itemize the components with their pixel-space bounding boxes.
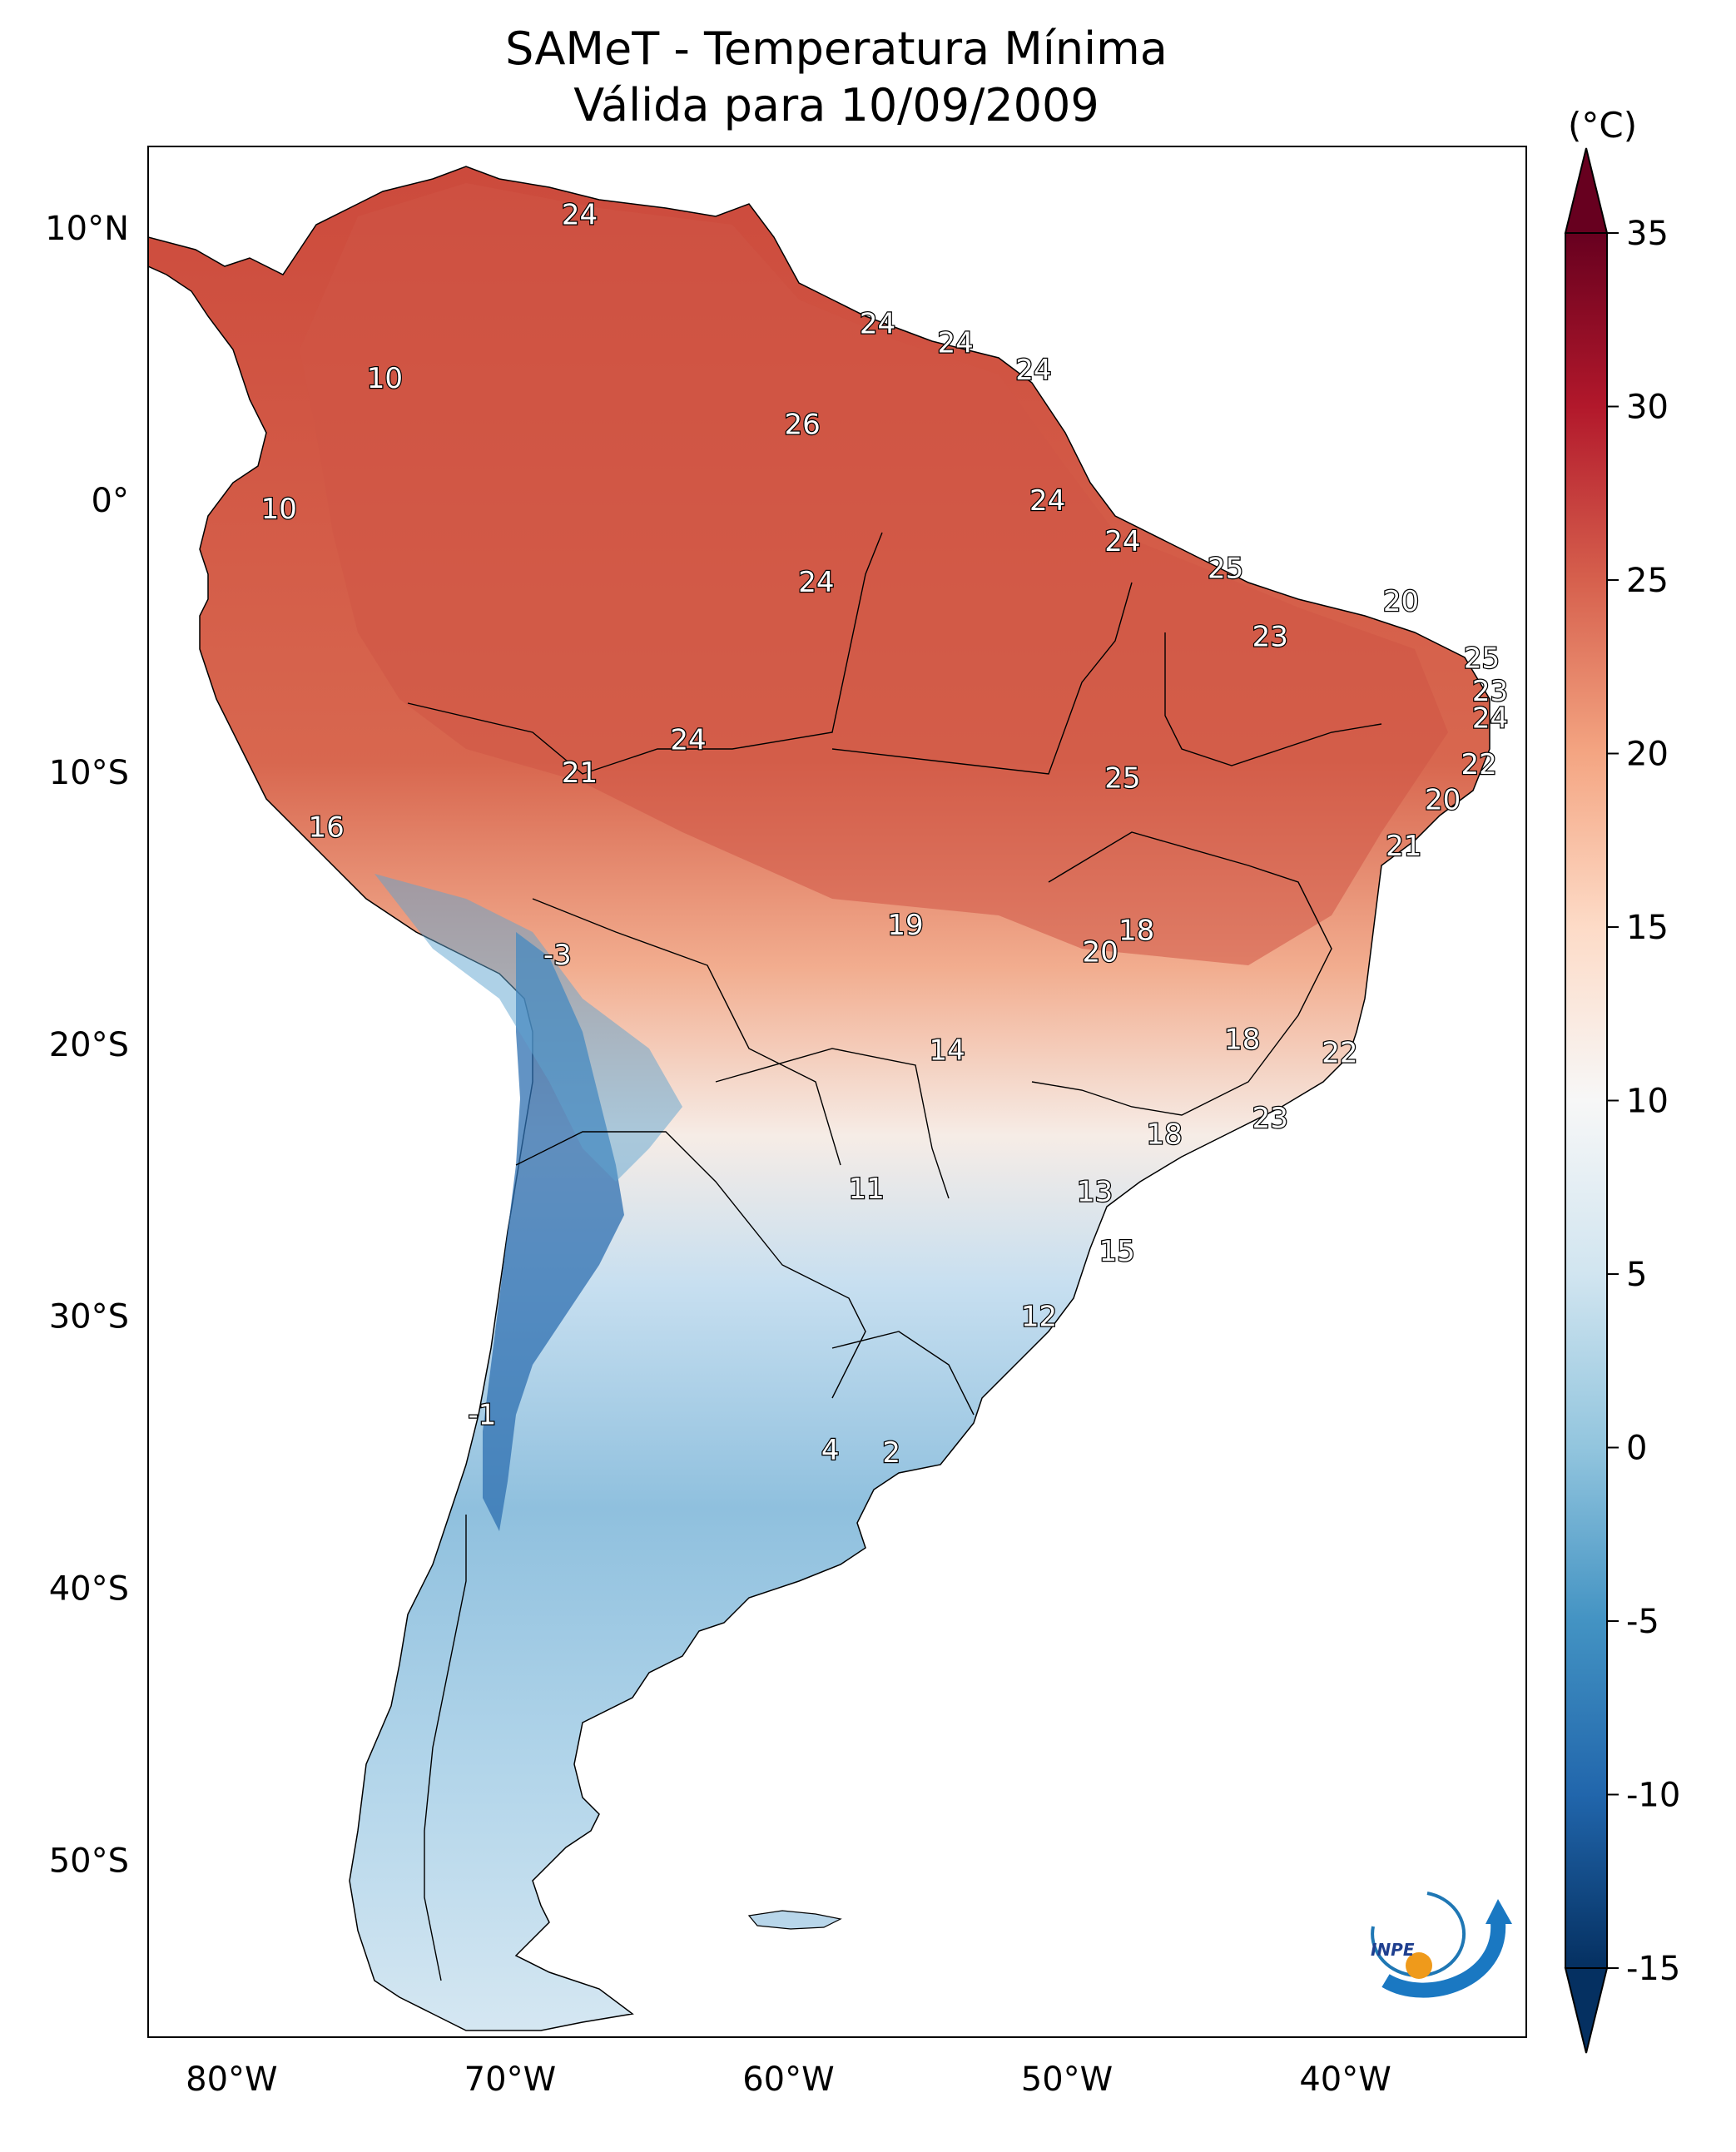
temperature-annotation: 18 (1118, 914, 1154, 947)
colorbar-top-extension (1564, 147, 1609, 234)
colorbar-tick-label: -5 (1626, 1603, 1659, 1641)
temperature-annotation: 25 (1464, 642, 1500, 676)
temperature-annotation: 23 (1252, 1102, 1288, 1135)
temperature-annotation: -1 (469, 1398, 497, 1431)
chart-title-line2: Válida para 10/09/2009 (573, 79, 1099, 131)
temperature-annotation: 19 (887, 909, 923, 942)
lat-label: 0° (92, 482, 129, 520)
colorbar: 35 30 25 20 15 10 5 0 -5 -10 -15 (°C) (1564, 105, 1680, 2054)
lon-label: 60°W (742, 2060, 834, 2099)
temperature-annotation: 20 (1425, 784, 1461, 817)
map-frame (147, 146, 1527, 2038)
temperature-annotation: 24 (1472, 702, 1508, 736)
temperature-annotation: 24 (1015, 354, 1051, 387)
colorbar-tick-label: 0 (1626, 1430, 1647, 1468)
temperature-annotation: 13 (1077, 1175, 1113, 1208)
lat-label: 40°S (49, 1570, 129, 1609)
latitude-labels: 10°N 0° 10°S 20°S 30°S 40°S 50°S (45, 210, 129, 1880)
temperature-annotation: 21 (1386, 830, 1421, 863)
longitude-labels: 80°W 70°W 60°W 50°W 40°W (186, 2060, 1391, 2099)
temperature-annotation: 21 (562, 756, 598, 790)
lat-label: 10°S (49, 754, 129, 792)
temperature-annotation: 24 (670, 724, 706, 757)
temperature-annotation: 2 (882, 1436, 900, 1470)
colorbar-ticks: 35 30 25 20 15 10 5 0 -5 -10 -15 (1607, 215, 1680, 1988)
temperature-annotation: 26 (785, 408, 821, 441)
colorbar-tick-label: -15 (1626, 1950, 1680, 1988)
country-borders (407, 532, 1382, 1981)
colorbar-tick-label: 35 (1626, 215, 1669, 253)
temperature-annotation: 12 (1021, 1301, 1057, 1334)
temperature-annotation: 16 (308, 811, 344, 844)
temperature-annotation: 24 (1104, 525, 1140, 558)
temperature-annotation: 23 (1252, 620, 1288, 653)
cold-highland-region (374, 874, 682, 1182)
lat-label: 30°S (49, 1298, 129, 1336)
lon-label: 50°W (1021, 2060, 1113, 2099)
temperature-annotation: 24 (562, 199, 598, 232)
temperature-annotation: 18 (1146, 1118, 1182, 1152)
colorbar-tick-label: 10 (1626, 1083, 1669, 1121)
temperature-annotation: 25 (1104, 761, 1140, 795)
colorbar-tick-label: 25 (1626, 562, 1669, 600)
temperature-annotation: 24 (798, 566, 834, 599)
lon-label: 40°W (1299, 2060, 1391, 2099)
temperature-annotation: 20 (1083, 936, 1118, 969)
inpe-logo-icon: INPE (1371, 1892, 1512, 1998)
temperature-annotation: 14 (930, 1034, 965, 1067)
temperature-annotation: 4 (821, 1434, 840, 1467)
temperature-annotation: -3 (543, 939, 572, 972)
temperature-annotation: 10 (261, 493, 297, 526)
temperature-annotation: 22 (1461, 748, 1496, 781)
lon-label: 80°W (186, 2060, 277, 2099)
temperature-annotation: 24 (938, 326, 974, 359)
temperature-annotation: 18 (1224, 1023, 1260, 1056)
colorbar-tick-label: 15 (1626, 909, 1669, 947)
temperature-annotation: 22 (1322, 1037, 1357, 1070)
warm-region-north (300, 183, 1448, 965)
lon-label: 70°W (464, 2060, 556, 2099)
temperature-annotation: 20 (1383, 585, 1419, 618)
falkland-islands (747, 1910, 842, 1930)
temperature-annotation: 15 (1099, 1235, 1135, 1268)
colorbar-scale (1565, 232, 1608, 1969)
chart-title-line1: SAMeT - Temperatura Mínima (505, 22, 1168, 75)
inpe-logo-text: INPE (1371, 1940, 1415, 1960)
temperature-annotation: 11 (848, 1173, 884, 1206)
temperature-annotation: 24 (1029, 484, 1065, 518)
lat-label: 20°S (49, 1026, 129, 1064)
colorbar-tick-label: 20 (1626, 736, 1669, 774)
colorbar-bottom-extension (1564, 1967, 1609, 2054)
temperature-annotation: 10 (367, 362, 403, 395)
colorbar-tick-label: -10 (1626, 1777, 1680, 1815)
colorbar-unit: (°C) (1568, 105, 1637, 146)
temperature-annotation: 24 (860, 307, 895, 340)
temperature-annotation: 25 (1208, 553, 1243, 586)
temperature-annotation: 23 (1472, 675, 1508, 708)
lat-label: 50°S (49, 1842, 129, 1881)
colorbar-tick-label: 5 (1626, 1256, 1647, 1294)
lat-label: 10°N (45, 210, 129, 248)
colorbar-tick-label: 30 (1626, 389, 1669, 427)
